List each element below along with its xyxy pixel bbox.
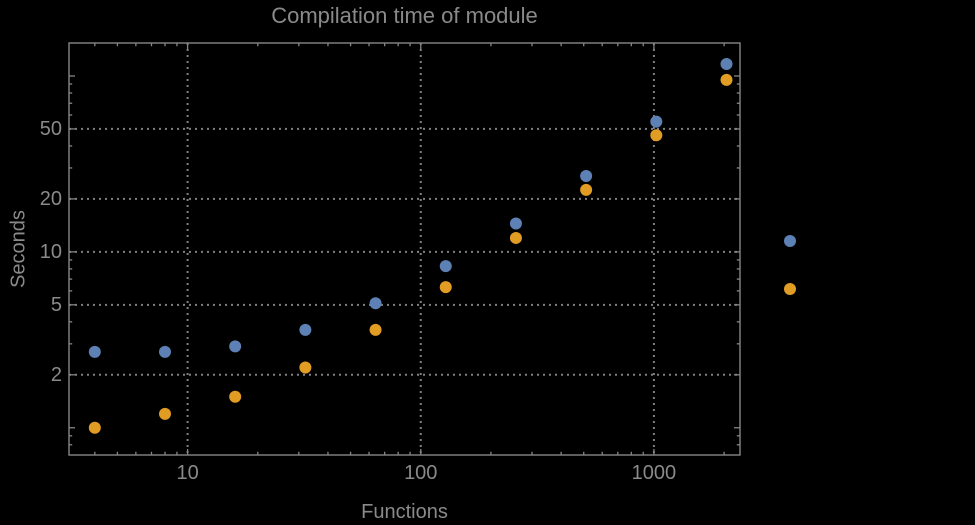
data-point-orange: [580, 183, 593, 196]
data-point-blue: [88, 345, 101, 358]
data-point-blue: [229, 340, 242, 353]
data-point-blue: [580, 169, 593, 182]
data-point-orange: [439, 281, 452, 294]
y-tick-label: 10: [39, 240, 62, 263]
y-tick-label: 20: [39, 187, 62, 210]
data-point-blue: [720, 57, 733, 70]
legend-marker-orange-series-marker: [784, 283, 796, 295]
chart-title: Compilation time of module: [271, 3, 538, 28]
plot-frame: [68, 42, 741, 456]
x-axis-label: Functions: [361, 501, 448, 523]
x-tick-label: 100: [404, 462, 438, 484]
data-point-blue: [650, 115, 663, 128]
y-tick-label: 5: [50, 293, 62, 316]
data-point-blue: [369, 297, 382, 310]
data-point-orange: [720, 73, 733, 86]
y-tick-label: 2: [50, 363, 62, 386]
data-point-orange: [158, 407, 171, 420]
x-tick-label: 1000: [631, 462, 677, 484]
data-point-orange: [650, 129, 663, 142]
data-point-blue: [439, 260, 452, 273]
data-point-orange: [509, 231, 522, 244]
data-point-blue: [158, 345, 171, 358]
data-point-blue: [299, 323, 312, 336]
x-tick-label: 10: [176, 462, 199, 484]
y-tick-label: 50: [39, 117, 62, 140]
data-point-orange: [369, 323, 382, 336]
legend-marker-blue-series-marker: [784, 235, 796, 247]
data-point-orange: [229, 390, 242, 403]
data-point-orange: [299, 361, 312, 374]
data-point-orange: [88, 421, 101, 434]
data-point-blue: [509, 217, 522, 230]
